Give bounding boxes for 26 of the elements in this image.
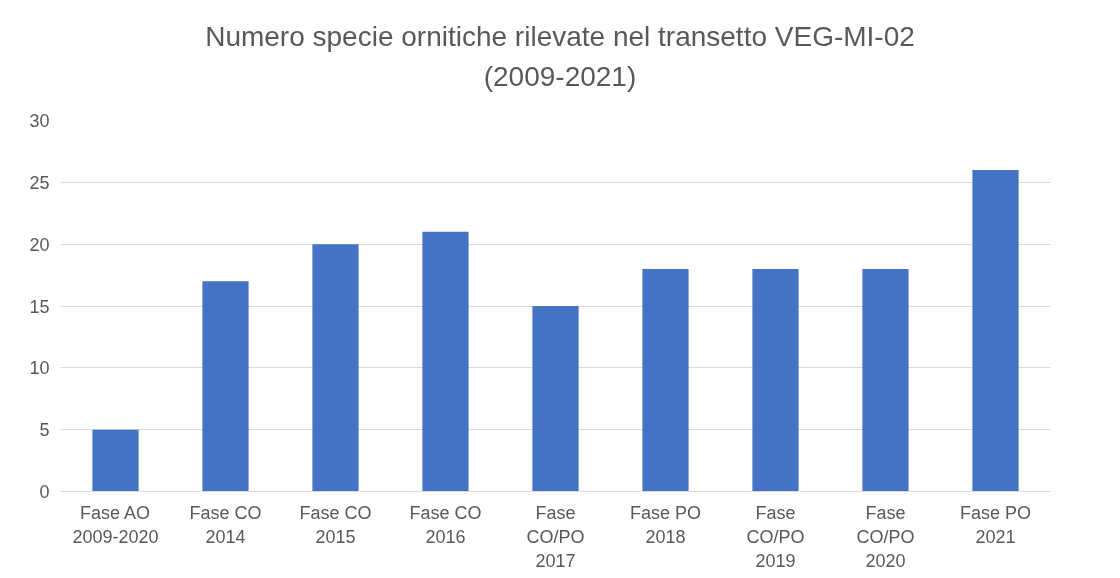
bar [642, 268, 689, 492]
y-tick-label: 0 [39, 482, 50, 502]
x-tick-label: Fase PO 2021 [959, 502, 1032, 547]
bar [312, 244, 359, 492]
y-tick-label: 30 [29, 111, 50, 131]
bar [422, 231, 469, 492]
x-tick-label: Fase CO 2015 [299, 502, 372, 547]
y-tick-label: 20 [29, 234, 50, 255]
x-tick-label: Fase CO 2014 [189, 502, 262, 547]
bar [862, 268, 909, 492]
bar [752, 268, 799, 492]
bar [532, 306, 579, 492]
y-tick-label: 15 [29, 296, 50, 317]
y-tick-label: 25 [29, 172, 50, 193]
bar [92, 429, 139, 492]
x-tick-label: Fase CO 2016 [409, 502, 482, 547]
x-tick-label: Fase CO/PO 2019 [746, 502, 805, 571]
bar [972, 169, 1019, 492]
x-tick-label: Fase CO/PO 2017 [526, 502, 585, 571]
chart-title: Numero specie ornitiche rilevate nel transetto VEG-MI-02 (2009-2021) [205, 20, 915, 94]
bar [202, 281, 249, 492]
x-tick-label: Fase PO 2018 [629, 502, 702, 547]
x-tick-label: Fase CO/PO 2020 [856, 502, 915, 571]
x-tick-label: Fase AO 2009-2020 [72, 502, 159, 547]
y-tick-label: 10 [29, 358, 50, 379]
y-tick-label: 5 [39, 420, 50, 441]
